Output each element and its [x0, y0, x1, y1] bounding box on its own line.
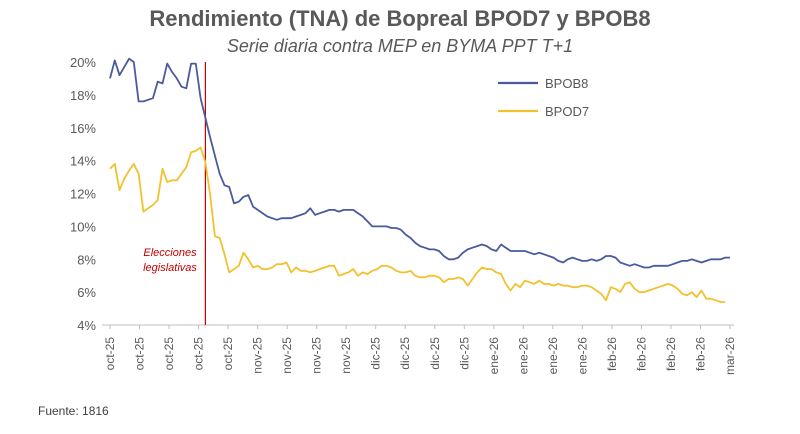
series-line-bpod7: [109, 146, 726, 303]
x-tick-label: oct-25: [133, 337, 147, 371]
x-tick-label: oct-25: [103, 337, 117, 371]
election-annotation: Elecciones: [143, 247, 197, 259]
x-tick-label: mar-26: [723, 337, 737, 375]
y-tick-label: 8%: [77, 252, 96, 267]
x-tick-label: nov-25: [280, 337, 294, 374]
series-line-bpob8: [109, 57, 730, 269]
y-tick-label: 10%: [70, 219, 96, 234]
x-tick-label: ene-26: [516, 337, 530, 375]
x-tick-label: oct-25: [221, 337, 235, 371]
x-tick-label: feb-26: [664, 337, 678, 371]
y-tick-label: 6%: [77, 285, 96, 300]
x-tick-label: dic-25: [428, 337, 442, 370]
x-tick-label: ene-26: [546, 337, 560, 375]
series-lines: [109, 57, 730, 303]
legend-label-bpob8: BPOB8: [545, 76, 588, 91]
x-tick-label: feb-26: [634, 337, 648, 371]
legend: BPOB8 BPOD7: [498, 76, 589, 119]
axes: 4% 6% 8% 10% 12% 14% 16% 18% 20% oct-25 oct-25 oct-…: [70, 55, 737, 375]
y-tick-label: 12%: [70, 187, 96, 202]
x-tick-label: nov-25: [251, 337, 265, 374]
x-tick-label: feb-26: [605, 337, 619, 371]
x-tick-label: nov-25: [310, 337, 324, 374]
x-tick-label: ene-26: [487, 337, 501, 375]
y-tick-label: 16%: [70, 121, 96, 136]
x-tick-label: oct-25: [192, 337, 206, 371]
x-tick-label: dic-25: [369, 337, 383, 370]
x-tick-label: feb-26: [693, 337, 707, 371]
y-tick-label: 20%: [70, 55, 96, 70]
chart-subtitle: Serie diaria contra MEP en BYMA PPT T+1: [226, 36, 574, 56]
legend-label-bpod7: BPOD7: [545, 104, 589, 119]
source-note: Fuente: 1816: [38, 404, 109, 418]
x-tick-label: oct-25: [162, 337, 176, 371]
chart-title: Rendimiento (TNA) de Bopreal BPOD7 y BPO…: [149, 6, 651, 31]
x-tick-label: dic-25: [398, 337, 412, 370]
x-tick-label: dic-25: [457, 337, 471, 370]
y-tick-label: 14%: [70, 154, 96, 169]
y-tick-label: 18%: [70, 88, 96, 103]
y-tick-label: 4%: [77, 318, 96, 333]
x-tick-label: ene-26: [575, 337, 589, 375]
election-annotation: legislativas: [143, 262, 197, 274]
x-tick-label: nov-25: [339, 337, 353, 374]
